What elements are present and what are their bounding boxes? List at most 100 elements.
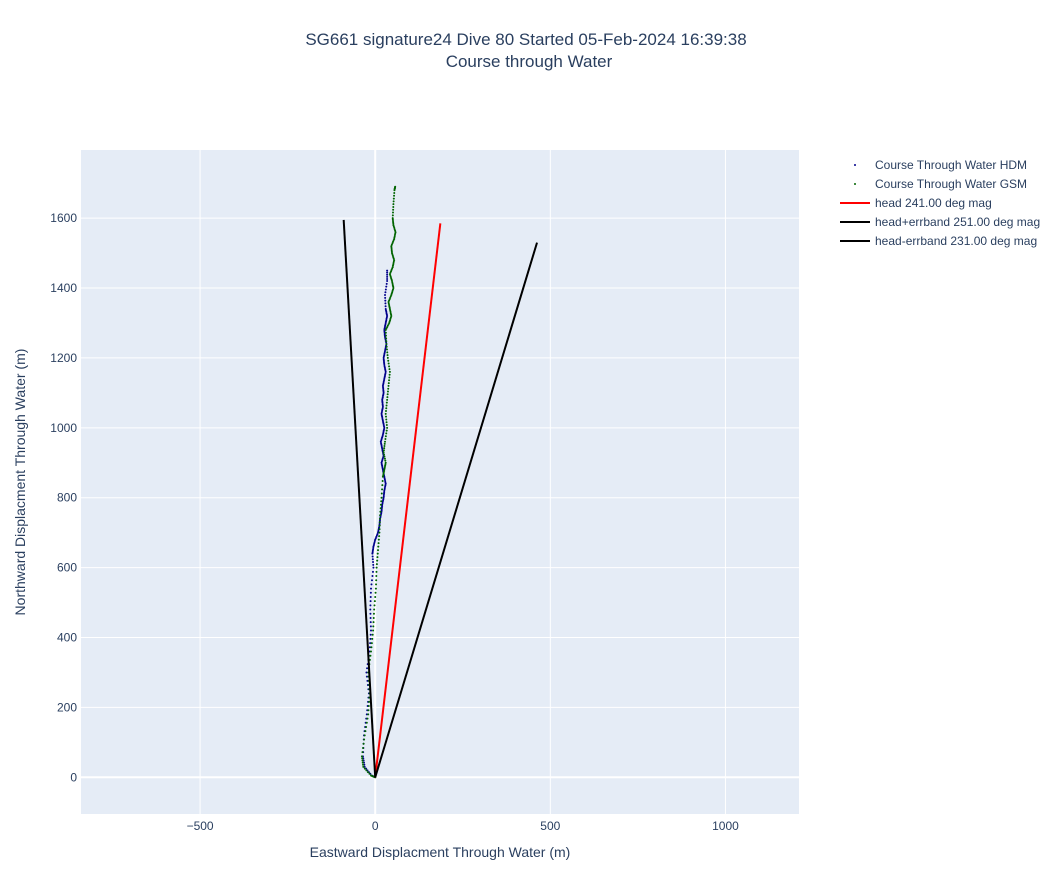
- data-point: [386, 426, 389, 429]
- legend-item[interactable]: head+errband 251.00 deg mag: [840, 215, 1040, 229]
- data-point: [388, 370, 391, 373]
- data-point: [386, 277, 389, 280]
- data-point: [386, 271, 389, 274]
- legend-item[interactable]: Course Through Water GSM: [854, 177, 1027, 191]
- data-point: [371, 637, 374, 640]
- data-point: [375, 575, 378, 578]
- data-point: [384, 331, 387, 334]
- data-point: [387, 362, 390, 365]
- data-point: [384, 294, 387, 297]
- data-point: [391, 211, 394, 214]
- data-point: [394, 185, 397, 188]
- legend-item[interactable]: Course Through Water HDM: [854, 158, 1027, 172]
- data-point: [379, 510, 382, 513]
- y-tick-label: 200: [57, 700, 77, 714]
- series-line-4: [374, 242, 538, 778]
- data-point: [376, 559, 379, 562]
- legend: Course Through Water HDM Course Through W…: [840, 158, 1040, 248]
- data-point: [378, 531, 381, 534]
- y-tick-label: 1600: [50, 211, 77, 225]
- data-point: [386, 351, 389, 354]
- data-point: [365, 671, 368, 674]
- data-point: [374, 591, 377, 594]
- data-point: [384, 296, 387, 299]
- data-point: [369, 591, 372, 594]
- data-point: [385, 337, 388, 340]
- y-tick-label: 600: [57, 561, 77, 575]
- data-point: [384, 302, 387, 305]
- data-point: [365, 713, 368, 716]
- data-point: [368, 646, 371, 649]
- data-point: [369, 612, 372, 615]
- data-point: [385, 282, 388, 285]
- data-point: [385, 429, 388, 432]
- x-tick-label: 0: [372, 819, 379, 833]
- data-point: [372, 616, 375, 619]
- legend-swatch: [854, 164, 856, 166]
- data-point: [369, 600, 372, 603]
- plot-area[interactable]: [81, 150, 799, 814]
- data-point: [386, 273, 389, 276]
- data-point: [370, 579, 373, 582]
- data-point: [384, 435, 387, 438]
- grid: [81, 150, 799, 814]
- data-point: [386, 390, 389, 393]
- data-point: [377, 542, 380, 545]
- legend-item[interactable]: head 241.00 deg mag: [840, 196, 992, 210]
- legend-swatch: [854, 183, 856, 185]
- data-point: [383, 445, 386, 448]
- data-point: [391, 214, 394, 217]
- data-point: [363, 738, 366, 741]
- data-point: [384, 299, 387, 302]
- data-point: [374, 587, 377, 590]
- data-point: [386, 396, 389, 399]
- data-point: [369, 621, 372, 624]
- data-point: [385, 424, 388, 427]
- data-point: [371, 575, 374, 578]
- data-point: [369, 625, 372, 628]
- data-point: [387, 384, 390, 387]
- legend-label: head-errband 231.00 deg mag: [875, 234, 1037, 248]
- data-point: [367, 709, 370, 712]
- data-point: [392, 197, 395, 200]
- legend-label: head+errband 251.00 deg mag: [875, 215, 1040, 229]
- data-point: [388, 373, 391, 376]
- data-point: [378, 528, 381, 531]
- data-point: [385, 345, 388, 348]
- data-point: [383, 447, 386, 450]
- data-point: [376, 556, 379, 559]
- data-point: [376, 552, 379, 555]
- data-point: [370, 587, 373, 590]
- data-point: [372, 629, 375, 632]
- data-point: [375, 566, 378, 569]
- data-point: [370, 642, 373, 645]
- data-point: [369, 604, 372, 607]
- data-point: [366, 717, 369, 720]
- x-tick-label: 500: [540, 819, 560, 833]
- data-point: [386, 393, 389, 396]
- data-point: [370, 583, 373, 586]
- data-point: [380, 492, 383, 495]
- data-point: [361, 751, 364, 754]
- data-point: [371, 633, 374, 636]
- data-point: [366, 667, 369, 670]
- series-line-3: [342, 219, 377, 778]
- x-axis-title: Eastward Displacment Through Water (m): [310, 844, 571, 860]
- data-point: [387, 359, 390, 362]
- data-point: [384, 412, 387, 415]
- data-point: [378, 517, 381, 520]
- data-point: [369, 633, 372, 636]
- data-point: [386, 398, 389, 401]
- data-point: [369, 637, 372, 640]
- data-point: [377, 549, 380, 552]
- data-point: [392, 208, 395, 211]
- data-point: [380, 500, 383, 503]
- legend-item[interactable]: head-errband 231.00 deg mag: [840, 234, 1037, 248]
- data-point: [382, 449, 385, 452]
- data-point: [365, 725, 368, 728]
- data-point: [384, 438, 387, 441]
- data-point: [382, 451, 385, 454]
- data-point: [379, 514, 382, 517]
- data-point: [385, 404, 388, 407]
